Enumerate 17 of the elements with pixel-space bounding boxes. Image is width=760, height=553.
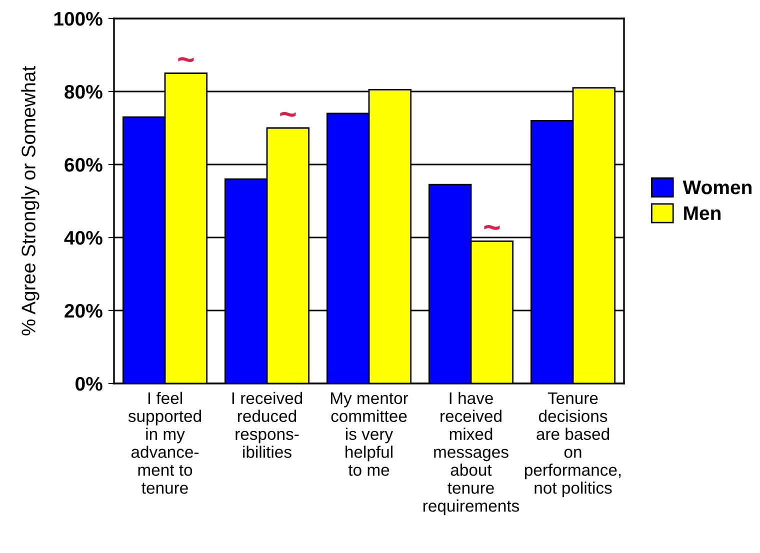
annotation: ~ bbox=[178, 57, 194, 62]
y-tick-label: 40% bbox=[64, 230, 102, 245]
y-tick-label: 60% bbox=[64, 158, 102, 172]
y-axis-title: % Agree Strongly or Somewhat bbox=[21, 66, 40, 336]
legend-label: Men bbox=[684, 206, 720, 220]
x-tick-label: My mentor committee is very helpful to me bbox=[331, 392, 408, 476]
legend-label: Women bbox=[682, 180, 752, 194]
y-tick-label: 80% bbox=[64, 84, 102, 99]
annotation: ~ bbox=[484, 225, 500, 230]
y-tick-label: 20% bbox=[64, 304, 102, 318]
x-tick-label: Tenure decisions are based on performance, not politics bbox=[524, 392, 621, 498]
x-tick-label: I received reduced respons- ibilities bbox=[232, 392, 302, 458]
x-tick-label: I feel supported in my advance- ment to tenure bbox=[128, 392, 201, 494]
y-tick-label: 0% bbox=[76, 376, 102, 391]
annotation: ~ bbox=[280, 112, 296, 117]
y-tick-label: 100% bbox=[54, 12, 102, 26]
x-tick-label: I have received mixed messages about tenure requirements bbox=[423, 392, 520, 516]
